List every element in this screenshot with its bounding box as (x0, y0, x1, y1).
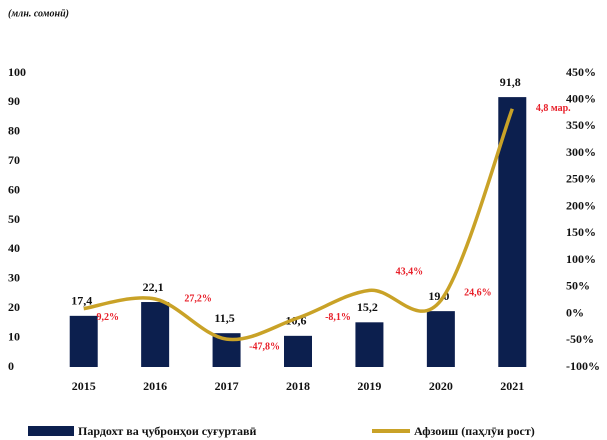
y2-tick-label: 150% (566, 225, 596, 239)
y-tick-label: 100 (8, 65, 26, 79)
x-tick-label: 2015 (72, 379, 96, 393)
bar-value-label: 11,5 (214, 311, 234, 325)
legend-swatch (28, 426, 74, 436)
y-tick-label: 60 (8, 182, 20, 196)
y2-tick-label: 100% (566, 252, 596, 266)
y-tick-label: 0 (8, 359, 14, 373)
y-tick-label: 20 (8, 300, 20, 314)
y2-tick-label: 450% (566, 65, 596, 79)
unit-note: (млн. сомонӣ) (8, 8, 69, 19)
y2-tick-label: -50% (566, 332, 594, 346)
bar (69, 315, 98, 367)
growth-line (83, 108, 514, 342)
bar (355, 322, 384, 367)
bar-value-label: 22,1 (143, 280, 164, 294)
growth-label: 43,4% (396, 267, 424, 278)
x-tick-label: 2020 (429, 379, 453, 393)
bar-value-label: 19,0 (428, 289, 449, 303)
legend-label: Пардохт ва ҷубронҳои суғуртавӣ (78, 424, 256, 438)
y-tick-label: 80 (8, 124, 20, 138)
y-tick-label: 40 (8, 241, 20, 255)
bar-value-label: 91,8 (500, 75, 521, 89)
x-tick-label: 2021 (500, 379, 524, 393)
y2-tick-label: 350% (566, 118, 596, 132)
x-tick-label: 2016 (143, 379, 167, 393)
growth-label: 24,6% (464, 288, 492, 299)
bar (426, 311, 455, 367)
bar-value-label: 17,4 (71, 294, 92, 308)
growth-label: 27,2% (184, 293, 212, 304)
y2-tick-label: 250% (566, 172, 596, 186)
y-tick-label: 70 (8, 153, 20, 167)
growth-label: 9,2% (96, 312, 119, 323)
growth-label: -47,8% (249, 341, 280, 352)
bar-value-label: 15,2 (357, 300, 378, 314)
growth-label: 4,8 мар. (536, 103, 571, 114)
y-tick-label: 30 (8, 271, 20, 285)
y-tick-label: 90 (8, 94, 20, 108)
y2-tick-label: 400% (566, 91, 596, 105)
x-tick-label: 2017 (215, 379, 239, 393)
y2-tick-label: -100% (566, 359, 600, 373)
y2-tick-label: 300% (566, 145, 596, 159)
growth-label: -8,1% (325, 312, 351, 323)
y2-tick-label: 200% (566, 198, 596, 212)
y-tick-label: 50 (8, 212, 20, 226)
y2-tick-label: 50% (566, 279, 590, 293)
y-tick-label: 10 (8, 329, 20, 343)
legend-label: Афзоиш (паҳлӯи рост) (414, 424, 535, 438)
bar (284, 335, 312, 367)
x-tick-label: 2019 (357, 379, 381, 393)
x-tick-label: 2018 (286, 379, 310, 393)
y2-tick-label: 0% (566, 305, 584, 319)
bar (141, 302, 170, 367)
